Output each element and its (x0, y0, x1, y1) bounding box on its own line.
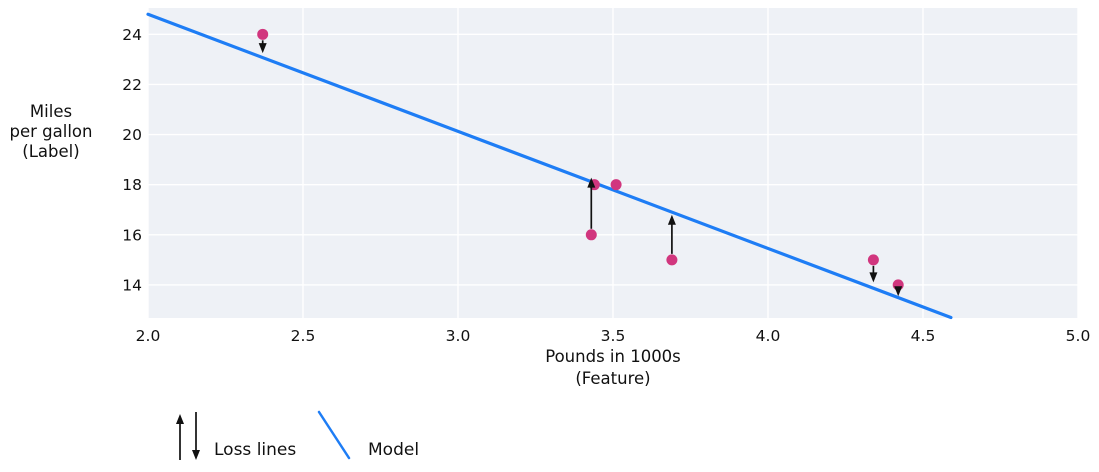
x-tick-label: 2.0 (136, 327, 161, 345)
legend-model-label: Model (368, 440, 419, 460)
data-point (666, 254, 678, 266)
x-axis-title-line-1: Pounds in 1000s (545, 347, 681, 366)
y-tick-label: 20 (122, 126, 142, 144)
y-tick-label: 14 (122, 276, 142, 294)
x-tick-label: 3.5 (601, 327, 626, 345)
x-axis-title-line-2: (Feature) (575, 369, 650, 388)
arrow-head (869, 272, 878, 283)
y-tick-label: 16 (122, 226, 142, 244)
y-tick-label: 24 (122, 26, 142, 44)
legend: Loss lines Model (176, 410, 419, 460)
x-tick-label: 4.5 (911, 327, 936, 345)
arrow-head (176, 414, 184, 424)
arrow-head (258, 43, 267, 54)
arrow-head (587, 177, 596, 188)
axis-layer: Miles per gallon (Label) Pounds in 1000s… (10, 26, 1091, 388)
y-axis-title-line-3: (Label) (22, 142, 79, 161)
y-tick-label: 22 (122, 76, 142, 94)
x-tick-label: 2.5 (291, 327, 316, 345)
legend-loss-arrows-icon (176, 412, 200, 460)
legend-model-line-icon (317, 410, 351, 460)
x-tick-label: 4.0 (756, 327, 781, 345)
arrow-head (894, 286, 903, 297)
plot-layer (146, 8, 1079, 320)
legend-loss-label: Loss lines (214, 440, 296, 460)
y-axis-title-line-2: per gallon (10, 122, 93, 141)
x-tick-label: 5.0 (1066, 327, 1091, 345)
data-point (585, 229, 597, 241)
data-point (867, 254, 879, 266)
arrow-head (192, 450, 200, 460)
model-line (146, 12, 953, 320)
data-point (610, 179, 622, 191)
y-tick-label: 18 (122, 176, 142, 194)
data-point (257, 28, 269, 40)
arrow-head (667, 214, 676, 225)
y-axis-title-line-1: Miles (30, 102, 72, 121)
x-tick-label: 3.0 (446, 327, 471, 345)
